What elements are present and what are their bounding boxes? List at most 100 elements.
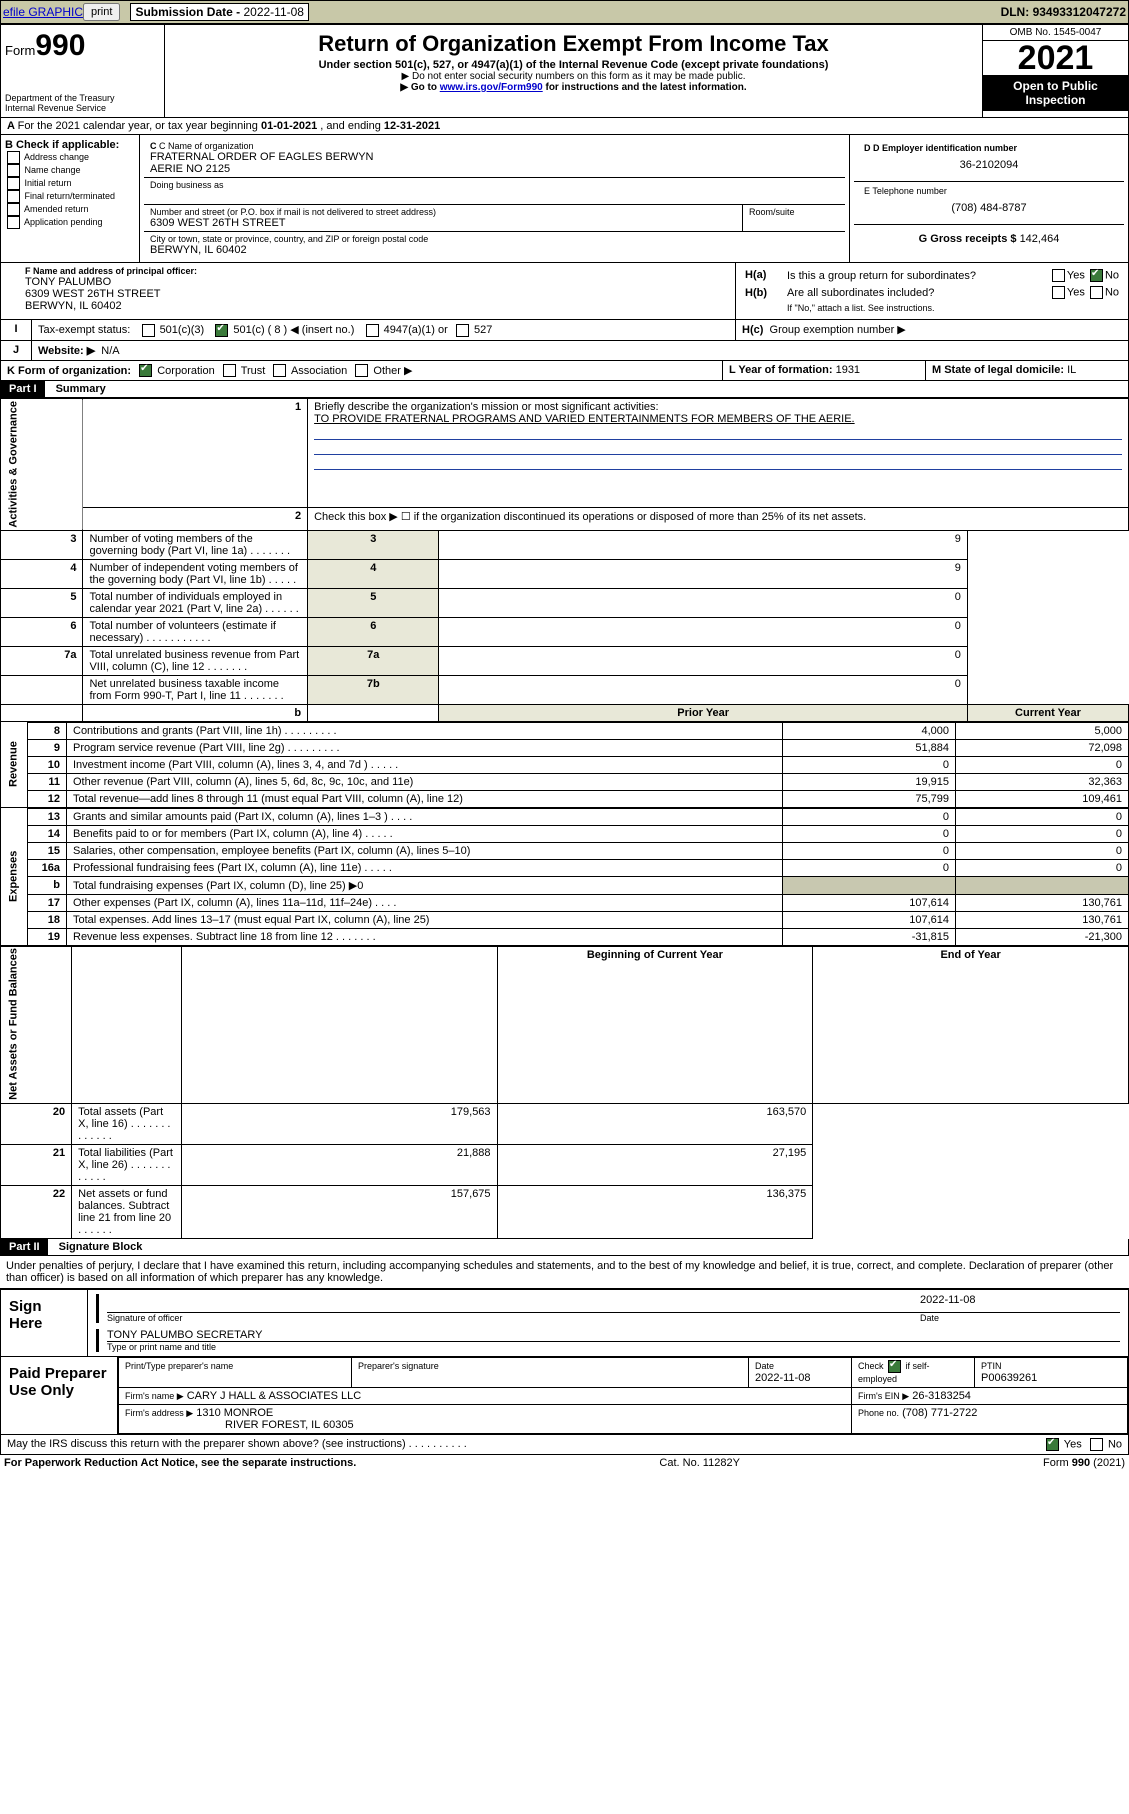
q1: Briefly describe the organization's miss… [314, 401, 658, 413]
tax-status-row: I Tax-exempt status: 501(c)(3) 501(c) ( … [0, 320, 1129, 341]
chk-4947[interactable] [366, 324, 379, 337]
city-label: City or town, state or province, country… [150, 234, 839, 244]
chk-self-emp[interactable] [888, 1360, 901, 1373]
part1-title: Part I [1, 381, 45, 397]
dba-label: Doing business as [150, 180, 839, 190]
ha-no[interactable] [1090, 269, 1103, 282]
footer: For Paperwork Reduction Act Notice, see … [0, 1455, 1129, 1471]
netassets-table: Net Assets or Fund Balances Beginning of… [0, 946, 1129, 1239]
hdr-begin: Beginning of Current Year [497, 946, 813, 1103]
part2-title: Part II [1, 1239, 48, 1255]
firm-ein: 26-3183254 [912, 1390, 971, 1402]
tax-year-line: A For the 2021 calendar year, or tax yea… [0, 118, 1129, 135]
side-activities: Activities & Governance [1, 399, 83, 531]
officer-city: BERWYN, IL 60402 [25, 300, 729, 312]
chk-amended-return[interactable] [7, 203, 20, 216]
hc-text: Group exemption number ▶ [770, 324, 906, 336]
hb-no[interactable] [1090, 286, 1103, 299]
ha-yes[interactable] [1052, 269, 1065, 282]
gross-label: G Gross receipts $ [919, 233, 1017, 245]
website-label: Website: ▶ [38, 345, 95, 357]
chk-trust[interactable] [223, 364, 236, 377]
form-header: Form990 Department of the Treasury Inter… [0, 24, 1129, 118]
year-formation: 1931 [836, 364, 860, 376]
chk-501c3[interactable] [142, 324, 155, 337]
revenue-table: Revenue8Contributions and grants (Part V… [0, 722, 1129, 808]
part2-subtitle: Signature Block [51, 1241, 143, 1253]
org-name-2: AERIE NO 2125 [150, 163, 839, 175]
date-label: Date [920, 1313, 1120, 1323]
ptin: P00639261 [981, 1372, 1037, 1384]
hb-yes[interactable] [1052, 286, 1065, 299]
chk-initial-return[interactable] [7, 177, 20, 190]
box-b-title: B Check if applicable: [5, 139, 119, 151]
paid-prep-label: Paid Preparer Use Only [1, 1357, 118, 1434]
open-inspection: Open to PublicInspection [983, 75, 1128, 111]
chk-address-change[interactable] [7, 151, 20, 164]
hdr-current: Current Year [967, 704, 1128, 721]
treasury-dept: Department of the Treasury [5, 93, 160, 103]
addr-label: Number and street (or P.O. box if mail i… [150, 207, 736, 217]
firm-name: CARY J HALL & ASSOCIATES LLC [187, 1390, 361, 1402]
may-discuss-row: May the IRS discuss this return with the… [0, 1435, 1129, 1455]
street: 6309 WEST 26TH STREET [150, 217, 736, 229]
self-emp: Check if self-employed [858, 1361, 930, 1384]
website: N/A [101, 345, 119, 357]
efile-link[interactable]: efile GRAPHIC [3, 5, 83, 19]
chk-other[interactable] [355, 364, 368, 377]
officer-printed: TONY PALUMBO SECRETARY [107, 1329, 1120, 1342]
may-no[interactable] [1090, 1438, 1103, 1451]
goto-note: ▶ Go to www.irs.gov/Form990 for instruct… [169, 82, 978, 93]
form-number: Form990 [5, 29, 160, 63]
gross-receipts: 142,464 [1020, 233, 1060, 245]
officer-name: TONY PALUMBO [25, 276, 729, 288]
hb-text: Are all subordinates included? [786, 285, 1028, 300]
firm-addr1: 1310 MONROE [196, 1407, 273, 1419]
phone: (708) 484-8787 [864, 196, 1114, 220]
officer-group-row: F Name and address of principal officer:… [0, 263, 1129, 320]
side-net: Net Assets or Fund Balances [1, 946, 72, 1103]
chk-501c[interactable] [215, 324, 228, 337]
officer-street: 6309 WEST 26TH STREET [25, 288, 729, 300]
ifno-text: If "No," attach a list. See instructions… [786, 302, 1120, 314]
korg-row: K Form of organization: Corporation Trus… [0, 361, 1129, 382]
form-title: Return of Organization Exempt From Incom… [169, 31, 978, 57]
form990-link[interactable]: www.irs.gov/Form990 [440, 82, 543, 93]
chk-name-change[interactable] [7, 164, 20, 177]
box-c-label: C C Name of organization [150, 141, 839, 151]
ha-text: Is this a group return for subordinates? [786, 268, 1028, 283]
chk-application-pending[interactable] [7, 216, 20, 229]
chk-assoc[interactable] [273, 364, 286, 377]
chk-corp[interactable] [139, 364, 152, 377]
hdr-end: End of Year [813, 946, 1129, 1103]
ein: 36-2102094 [864, 153, 1114, 177]
efile-topbar: efile GRAPHIC print Submission Date - 20… [0, 0, 1129, 24]
ssn-note: ▶ Do not enter social security numbers o… [169, 71, 978, 82]
hdr-prior: Prior Year [439, 704, 967, 721]
part1-subtitle: Summary [48, 383, 106, 395]
submission-date: Submission Date - 2022-11-08 [130, 3, 309, 21]
expense-table: Expenses13Grants and similar amounts pai… [0, 808, 1129, 946]
form-ref: Form 990 (2021) [1043, 1457, 1125, 1469]
sign-here-label: Sign Here [1, 1290, 88, 1356]
firm-phone: (708) 771-2722 [902, 1407, 977, 1419]
dln: DLN: 93493312047272 [1001, 5, 1126, 19]
may-yes[interactable] [1046, 1438, 1059, 1451]
type-name-label: Type or print name and title [107, 1342, 1120, 1352]
phone-label: E Telephone number [864, 186, 1114, 196]
entity-block: B Check if applicable: Address change Na… [0, 135, 1129, 263]
prep-date: 2022-11-08 [755, 1372, 810, 1384]
subtitle: Under section 501(c), 527, or 4947(a)(1)… [169, 59, 978, 71]
irs-label: Internal Revenue Service [5, 103, 160, 113]
ein-label: D Employer identification number [873, 143, 1017, 153]
chk-final-return-terminated[interactable] [7, 190, 20, 203]
sig-officer-label: Signature of officer [107, 1313, 920, 1323]
sig-date: 2022-11-08 [920, 1294, 1120, 1313]
mission: TO PROVIDE FRATERNAL PROGRAMS AND VARIED… [314, 413, 855, 425]
city: BERWYN, IL 60402 [150, 244, 839, 256]
website-row: J Website: ▶ N/A [0, 341, 1129, 361]
q2: Check this box ▶ ☐ if the organization d… [308, 508, 1129, 530]
chk-527[interactable] [456, 324, 469, 337]
org-name: FRATERNAL ORDER OF EAGLES BERWYN [150, 151, 839, 163]
print-button[interactable]: print [83, 3, 120, 21]
